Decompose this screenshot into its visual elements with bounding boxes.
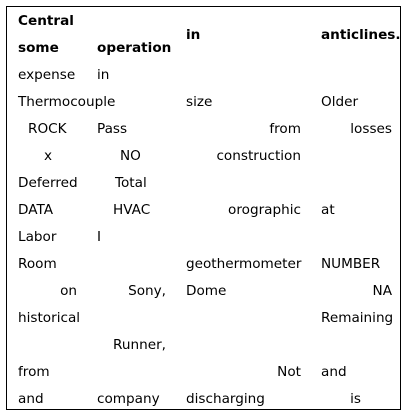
table-cell: Total: [115, 175, 147, 191]
table-cell: NA: [372, 283, 392, 299]
table-cell: DATA: [18, 202, 54, 218]
table-cell: Room: [18, 256, 57, 272]
table-cell: expense: [18, 67, 76, 83]
table-cell: Older: [321, 94, 359, 110]
table-cell: Not: [277, 364, 301, 380]
header-col2: operation: [97, 40, 172, 56]
table-cell: from: [269, 121, 301, 137]
table-cell: Dome: [186, 283, 227, 299]
header-col1-line2: some: [18, 40, 59, 56]
table-cell: Deferred: [18, 175, 78, 191]
table-cell: on: [60, 283, 77, 299]
table-cell: in: [97, 67, 110, 83]
header-col4: anticlines.: [321, 27, 401, 43]
table-cell: I: [97, 229, 102, 245]
table-cell: discharging: [186, 391, 265, 407]
table-cell: company: [97, 391, 160, 407]
header-col1-line1: Central: [18, 13, 74, 29]
table-cell: Runner,: [113, 337, 166, 353]
table-cell: from: [18, 364, 50, 380]
table-cell: at: [321, 202, 335, 218]
table-cell: Pass: [97, 121, 128, 137]
table-cell: losses: [350, 121, 392, 137]
table-cell: NO: [120, 148, 141, 164]
table-cell: geothermometer: [186, 256, 302, 272]
table-cell: orographic: [228, 202, 301, 218]
table-cell: construction: [216, 148, 301, 164]
table-cell: NUMBER: [321, 256, 381, 272]
table-cell: and: [18, 391, 44, 407]
table-cell: historical: [18, 310, 81, 326]
table-cell: ROCK: [28, 121, 67, 137]
table-cell: Labor: [18, 229, 57, 245]
table-cell: x: [44, 148, 53, 164]
table-cell: size: [186, 94, 213, 110]
table-cell: Thermocouple: [18, 94, 116, 110]
table-border: [6, 6, 401, 410]
table-cell: Remaining: [321, 310, 394, 326]
table-cell: and: [321, 364, 347, 380]
table-cell: Sony,: [128, 283, 166, 299]
header-col3: in: [186, 27, 201, 43]
table-cell: is: [350, 391, 361, 407]
table-cell: HVAC: [113, 202, 151, 218]
